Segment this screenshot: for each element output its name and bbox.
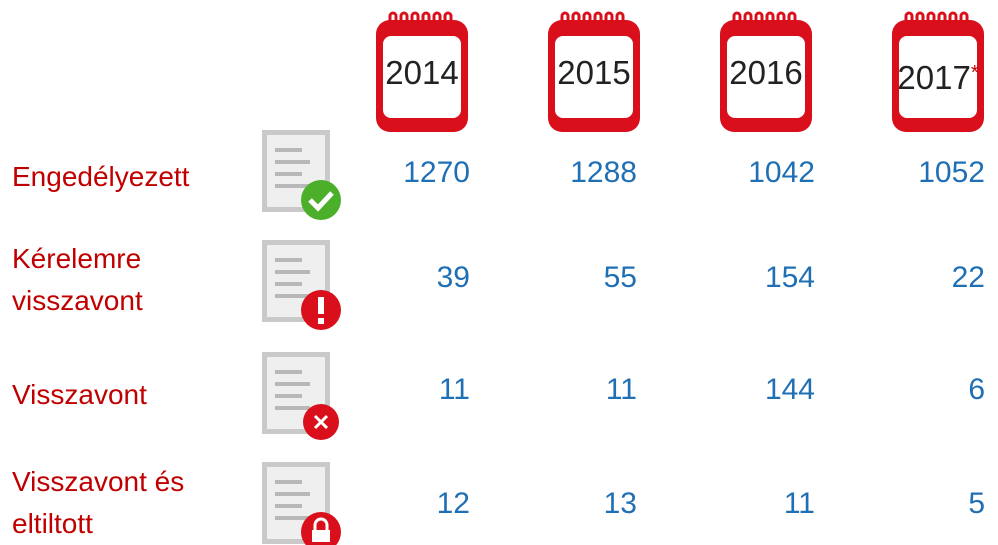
row-label: Engedélyezett [12, 161, 190, 192]
year: 2015 [557, 54, 631, 91]
cell-value: 1052 [918, 156, 985, 189]
cell-value: 1042 [748, 156, 815, 189]
year: 2014 [385, 54, 459, 91]
cell-value: 11 [605, 373, 637, 406]
cell-value: 1288 [570, 156, 637, 189]
withdrawn-request-icon [260, 238, 341, 330]
cell-value: 12 [436, 487, 470, 520]
banned-icon [260, 460, 341, 545]
approved-icon [260, 128, 341, 220]
cell-value: 11 [783, 487, 815, 520]
cell-value: 55 [603, 261, 637, 294]
cell-value: 22 [951, 261, 985, 294]
row-label: Visszavont és eltiltott [12, 466, 185, 539]
row-label: Kérelemre visszavont [12, 243, 143, 316]
withdrawn-icon [260, 350, 339, 440]
cell-value: 154 [764, 261, 815, 294]
cell-value: 5 [968, 487, 985, 520]
cell-value: 6 [968, 373, 985, 406]
cell-value: 13 [603, 487, 637, 520]
year: 2016 [729, 54, 803, 91]
row-label: Visszavont [12, 379, 147, 410]
cell-value: 144 [764, 373, 815, 406]
year: 2017* [897, 59, 979, 96]
cell-value: 1270 [403, 156, 470, 189]
cell-value: 11 [438, 373, 470, 406]
footnote-mark: * [970, 62, 979, 84]
cell-value: 39 [436, 261, 470, 294]
